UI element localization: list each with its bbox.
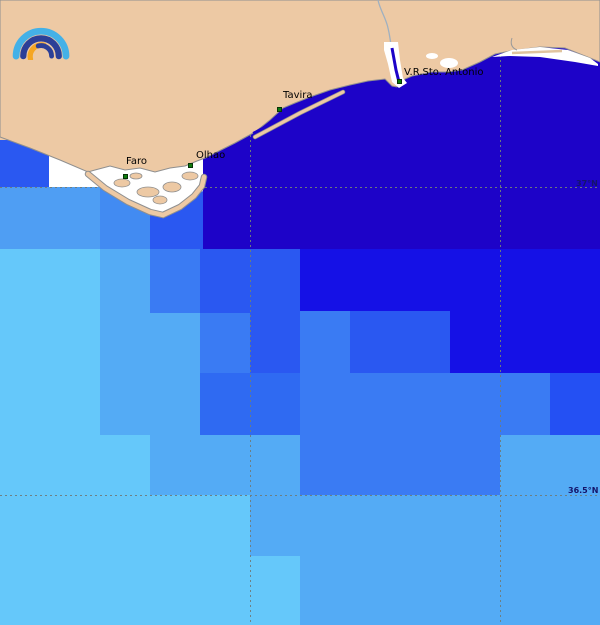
sea-cell: [200, 313, 250, 373]
sea-cell: [0, 249, 100, 311]
sea-cell: [450, 311, 600, 373]
city-marker-olhao: [188, 163, 193, 168]
longitude-gridline: [500, 0, 501, 625]
sea-cell: [300, 495, 600, 625]
logo-arc-outer: [12, 27, 70, 60]
city-marker-tavira: [277, 107, 282, 112]
sea-cell: [300, 373, 500, 495]
city-label: Faro: [126, 156, 147, 167]
sea-cell: [0, 311, 100, 373]
rainbow-arcs-logo: [12, 27, 70, 60]
sea-cell: [0, 495, 250, 625]
sea-cell: [250, 556, 300, 625]
sea-cell: [0, 187, 100, 249]
sea-cell: [150, 249, 200, 313]
sea-cell: [100, 373, 200, 435]
sea-cell: [250, 249, 300, 373]
sea-cell: [150, 435, 300, 495]
sea-cell: [0, 435, 150, 495]
sea-cell: [0, 373, 100, 435]
sea-cell: [300, 311, 350, 373]
latitude-gridline: [0, 187, 600, 188]
longitude-gridline: [250, 0, 251, 625]
city-marker-faro: [123, 174, 128, 179]
city-label: Tavira: [283, 90, 313, 101]
city-marker-v-r-sto-antonio: [397, 79, 402, 84]
logo-arc-middle: [20, 35, 62, 60]
sea-cell: [100, 311, 150, 373]
latitude-gridline: [0, 495, 600, 496]
sea-cell: [100, 249, 150, 311]
city-label: V.R.Sto. Antonio: [404, 67, 484, 78]
sea-cell: [350, 311, 450, 373]
sea-cell: [150, 313, 200, 373]
sea-cell: [200, 249, 250, 313]
sea-cell: [500, 373, 550, 435]
sea-cell: [250, 495, 300, 556]
latitude-label: 37°N: [576, 179, 598, 188]
city-label: Olhao: [196, 150, 226, 161]
sea-cell: [500, 435, 600, 495]
sea-cell: [550, 373, 600, 435]
logo-arc-inner: [35, 43, 55, 59]
sea-cell: [300, 249, 600, 311]
latitude-label: 36.5°N: [568, 486, 599, 495]
